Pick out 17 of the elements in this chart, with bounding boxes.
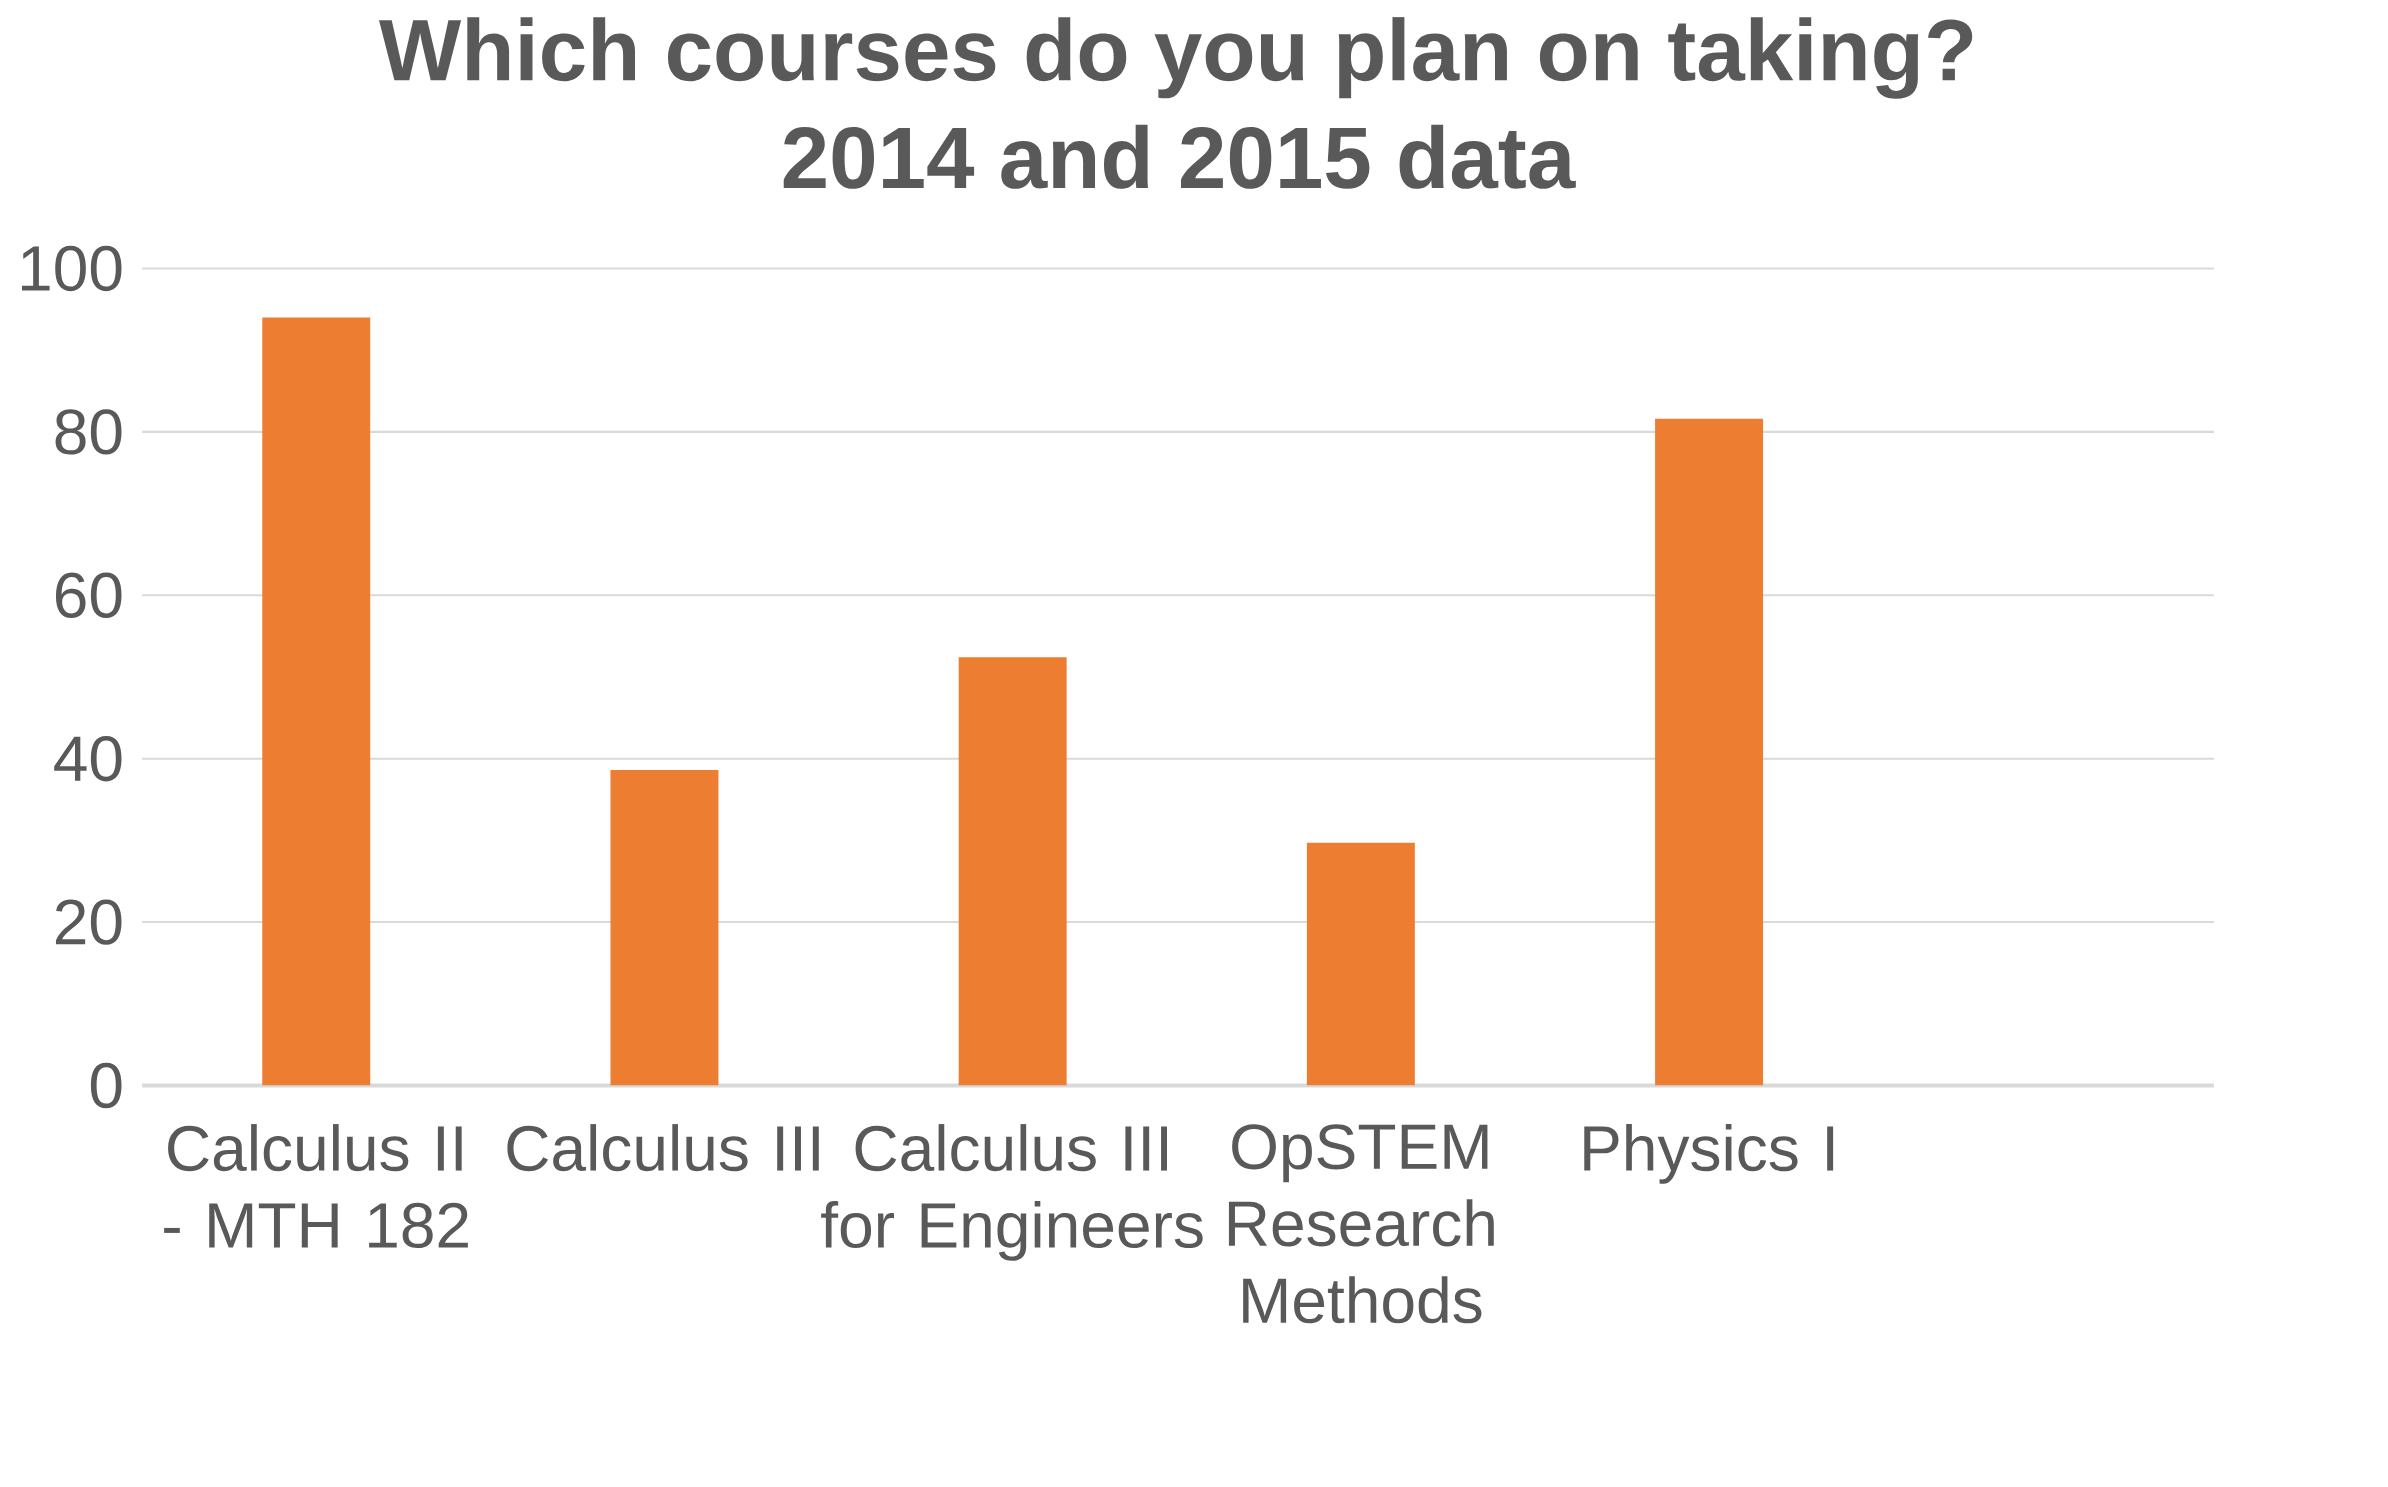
x-tick-label: Calculus III for Engineers bbox=[821, 1124, 1203, 1261]
bar bbox=[262, 317, 371, 1086]
y-tick-label: 0 bbox=[90, 1062, 122, 1109]
chart-title: Which courses do you plan on taking? 2014 and 2015 data bbox=[379, 17, 1973, 189]
y-tick-label: 40 bbox=[54, 736, 122, 782]
y-tick-label: 60 bbox=[55, 572, 122, 619]
bar bbox=[1655, 418, 1764, 1086]
y-tick-label: 100 bbox=[22, 245, 122, 292]
y-tick-label: 20 bbox=[55, 899, 122, 945]
bar bbox=[1306, 842, 1415, 1086]
bar bbox=[958, 657, 1067, 1086]
bar bbox=[610, 770, 719, 1086]
x-tick-label: Physics I bbox=[1584, 1124, 1834, 1184]
x-tick-label: OpSTEM Research Methods bbox=[1228, 1124, 1494, 1324]
x-tick-label: Calculus III bbox=[507, 1124, 819, 1172]
x-tick-label: Calculus II - MTH 182 bbox=[164, 1124, 468, 1249]
y-tick-label: 80 bbox=[55, 409, 122, 455]
